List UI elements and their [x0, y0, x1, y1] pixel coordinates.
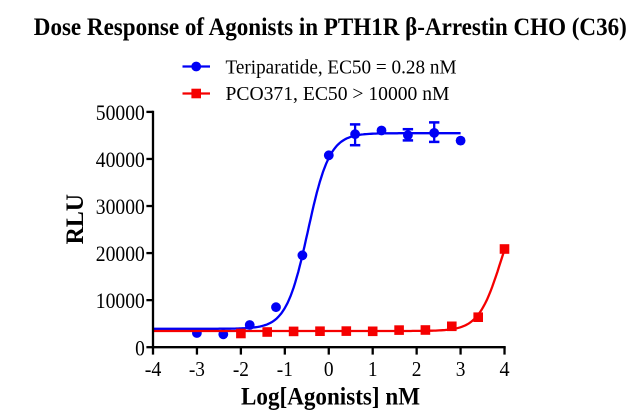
svg-text:-4: -4: [145, 357, 162, 381]
svg-text:Dose Response of Agonists in P: Dose Response of Agonists in PTH1R β-Arr…: [34, 14, 627, 41]
svg-text:40000: 40000: [96, 147, 145, 172]
svg-text:50000: 50000: [96, 100, 145, 125]
svg-text:PCO371, EC50 > 10000 nM: PCO371, EC50 > 10000 nM: [226, 83, 450, 105]
svg-text:0: 0: [324, 357, 334, 381]
svg-text:-3: -3: [189, 357, 205, 381]
svg-text:0: 0: [135, 335, 145, 360]
svg-text:2: 2: [412, 357, 422, 381]
svg-text:RLU: RLU: [60, 194, 89, 244]
svg-text:10000: 10000: [96, 288, 145, 313]
svg-text:4: 4: [499, 357, 510, 381]
svg-text:-2: -2: [233, 357, 249, 381]
svg-text:30000: 30000: [96, 194, 145, 219]
svg-text:20000: 20000: [96, 241, 145, 266]
svg-text:3: 3: [456, 357, 466, 381]
svg-text:Log[Agonists] nM: Log[Agonists] nM: [241, 384, 420, 411]
svg-text:1: 1: [368, 357, 378, 381]
svg-text:Teriparatide, EC50 = 0.28 nM: Teriparatide, EC50 = 0.28 nM: [226, 56, 457, 78]
svg-text:-1: -1: [277, 357, 293, 381]
